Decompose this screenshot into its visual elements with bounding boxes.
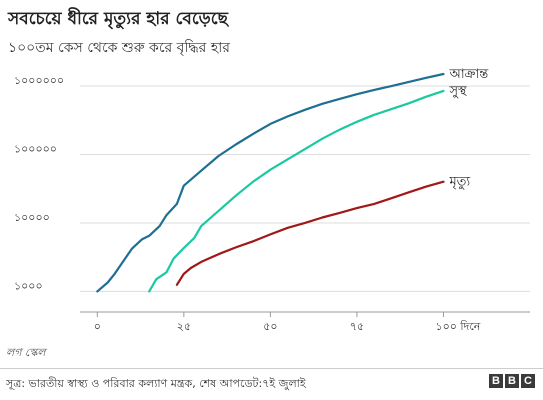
series-line <box>96 72 445 293</box>
chart-title: সবচেয়ে ধীরে মৃত্যুর হার বেড়েছে <box>8 9 228 29</box>
series-label: মৃত্যু <box>448 175 470 190</box>
bbc-logo-letter: B <box>505 374 519 388</box>
y-axis-ticks: ১০০০ ১০০০০ ১০০০০০ ১০০০০০০ <box>14 74 64 292</box>
bbc-logo-letter: C <box>521 374 535 388</box>
x-tick-label: ১০০ দিনে <box>435 320 480 333</box>
y-tick-label: ১০০০০০০ <box>14 74 64 87</box>
source-note: সূত্র: ভারতীয় স্বাস্থ্য ও পরিবার কল্যাণ… <box>6 377 306 390</box>
grid-lines <box>80 85 530 313</box>
line-chart: ১০০০ ১০০০০ ১০০০০০ ১০০০০০০ ০ ২৫ ৫০ ৭৫ ১০০ দিনে আ… <box>14 67 530 333</box>
series-line <box>175 180 445 286</box>
log-scale-note: লগ স্কেল <box>6 346 46 359</box>
series-line <box>148 89 445 293</box>
footer-divider <box>0 368 543 369</box>
series-label: আক্রান্ত <box>448 67 489 82</box>
chart-subtitle: ১০০তম কেস থেকে শুরু করে বৃদ্ধির হার <box>8 40 230 56</box>
y-tick-label: ১০০০ <box>14 279 43 292</box>
x-tick-label: ২৫ <box>177 320 191 333</box>
x-axis-ticks: ০ ২৫ ৫০ ৭৫ ১০০ দিনে <box>94 312 481 333</box>
series-label: সুস্থ <box>448 84 467 99</box>
bbc-logo: B B C <box>489 374 535 388</box>
x-tick-label: ০ <box>94 320 101 333</box>
series-labels: আক্রান্ত সুস্থ মৃত্যু <box>448 67 489 190</box>
y-tick-label: ১০০০০ <box>14 211 50 224</box>
bbc-logo-letter: B <box>489 374 503 388</box>
y-tick-label: ১০০০০০ <box>14 143 57 156</box>
x-tick-label: ৫০ <box>263 320 277 333</box>
series-group <box>96 72 445 293</box>
x-tick-label: ৭৫ <box>350 320 364 333</box>
